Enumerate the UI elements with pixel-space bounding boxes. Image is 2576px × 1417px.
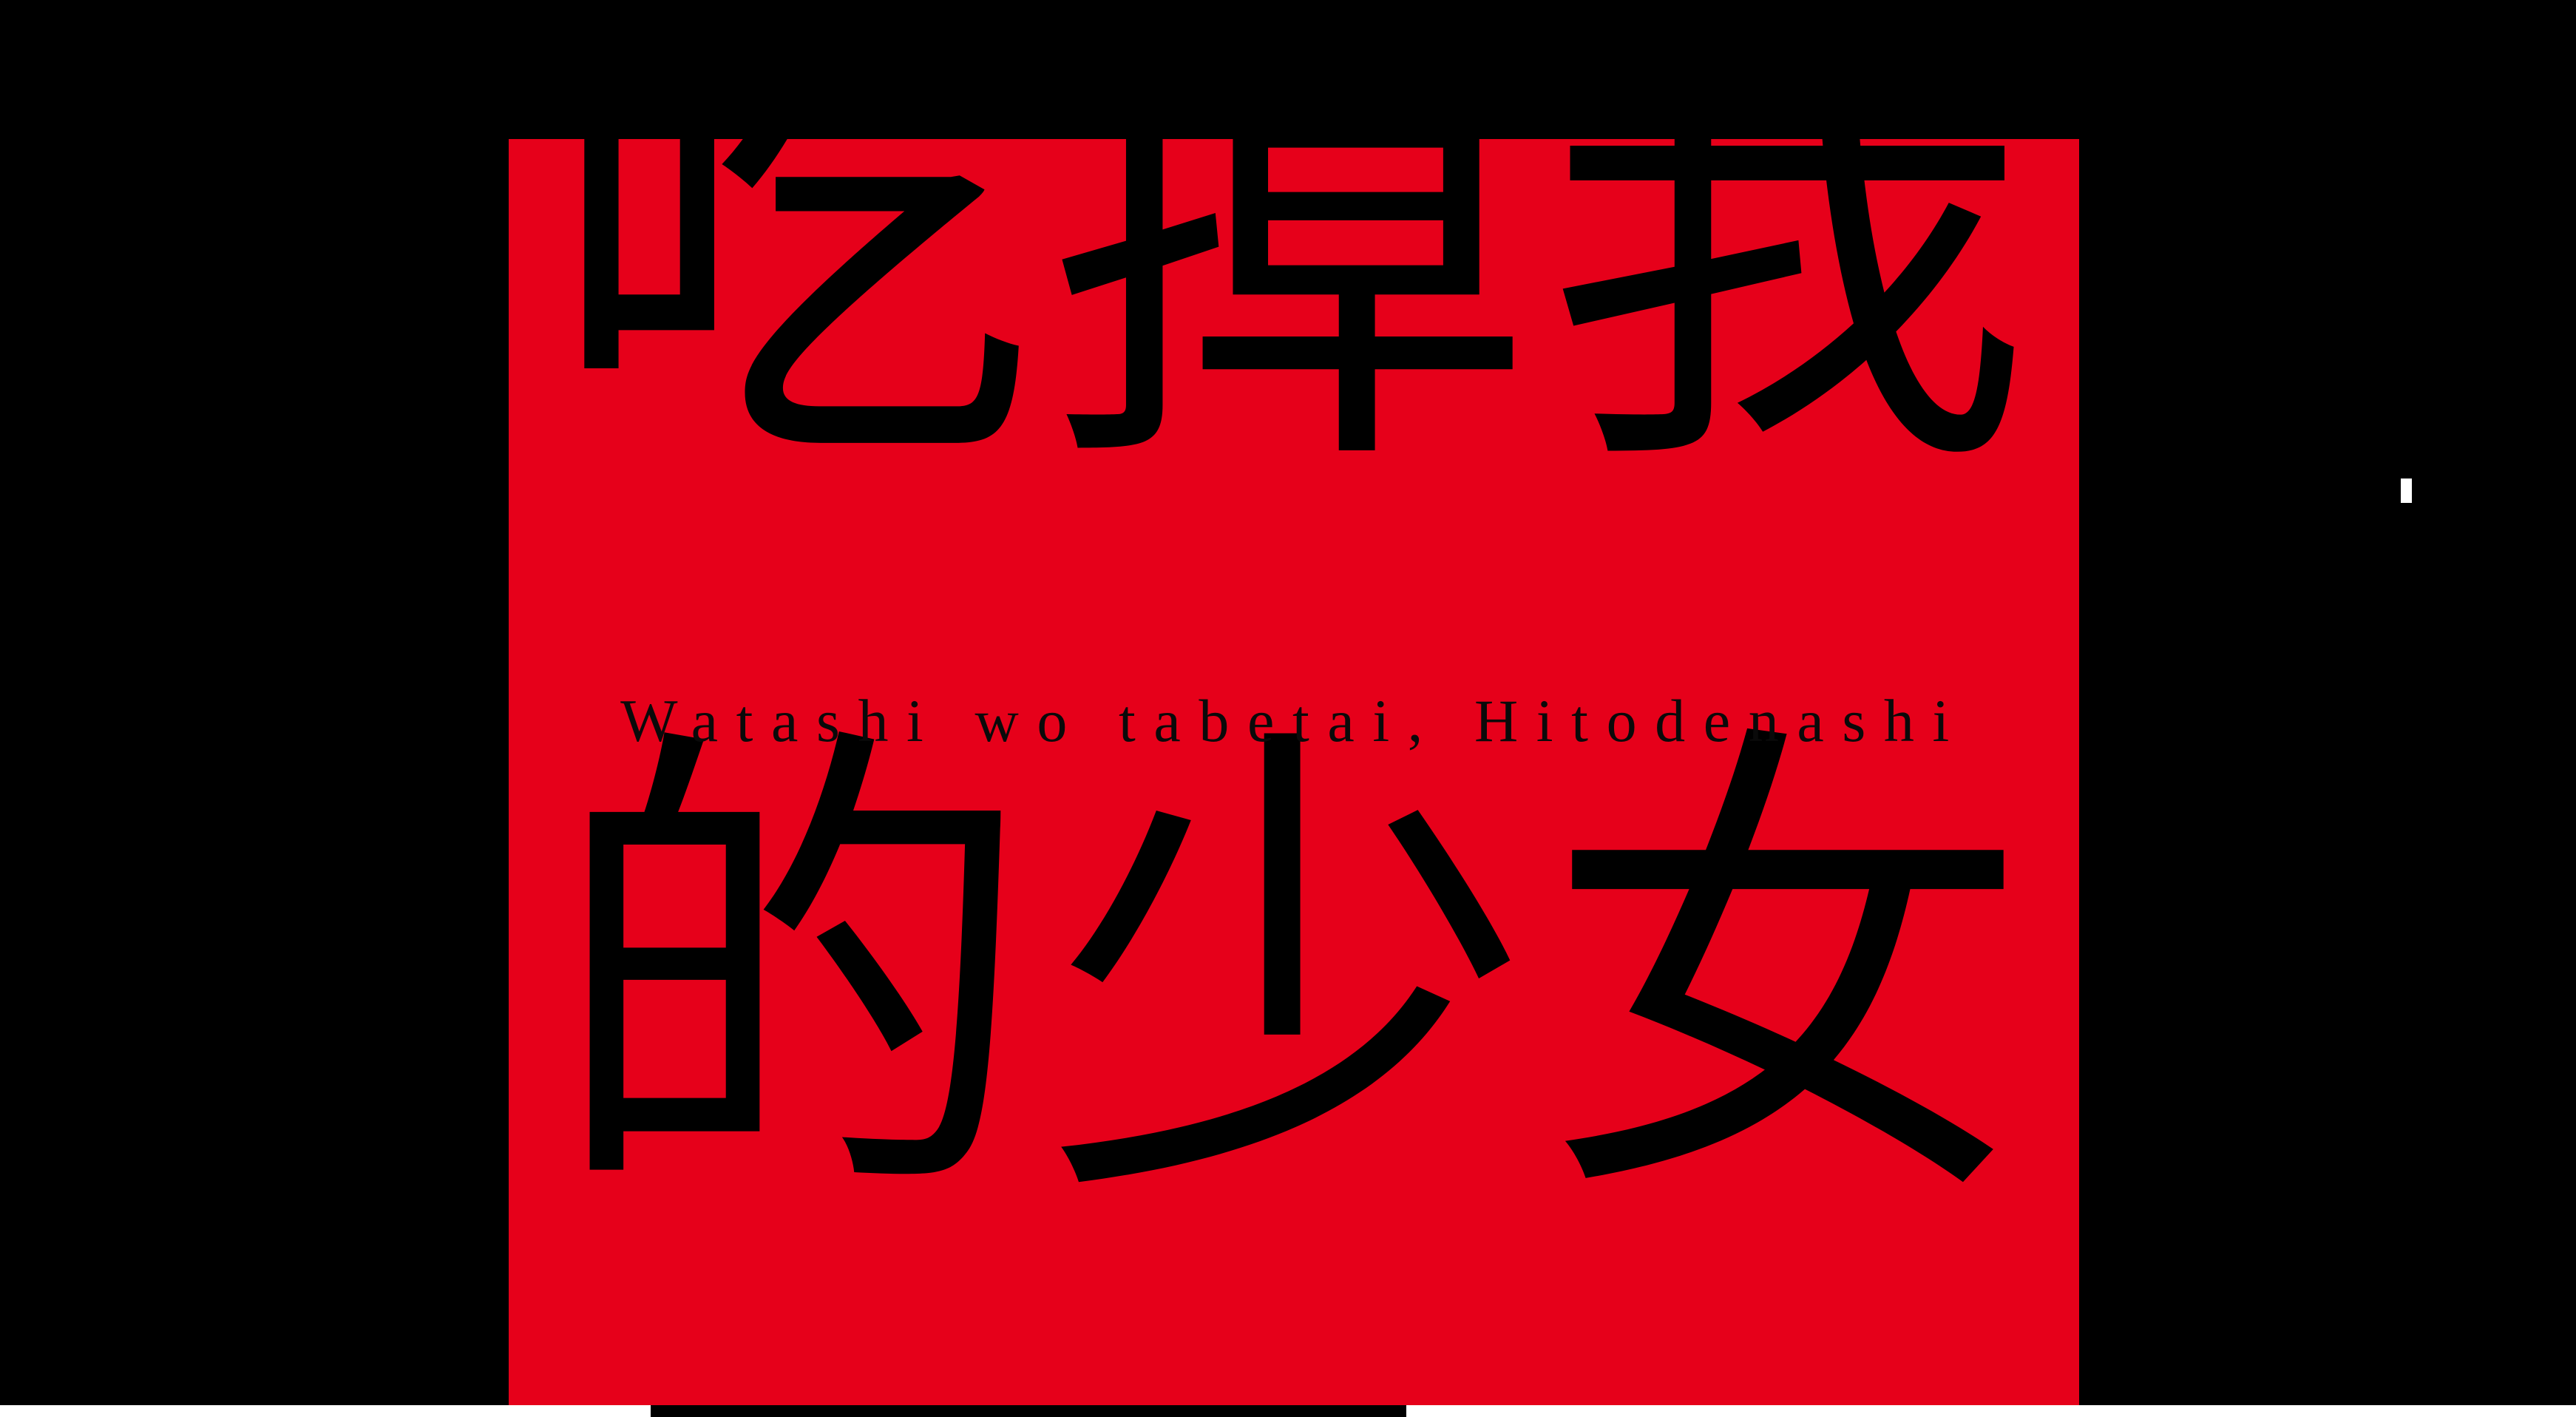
text-caret: [2401, 478, 2412, 503]
red-title-panel: 吃掉我 Watashi wo tabetai, Hitodenashi 的少女: [509, 139, 2079, 1405]
bottom-black-rule: [651, 1405, 1406, 1417]
cjk-title-line-1: 吃掉我: [547, 139, 2041, 527]
romaji-subtitle: Watashi wo tabetai, Hitodenashi: [620, 687, 1967, 754]
cjk-title-line-2: 的少女: [547, 690, 2041, 1259]
bottom-white-strip: [0, 1405, 2576, 1417]
